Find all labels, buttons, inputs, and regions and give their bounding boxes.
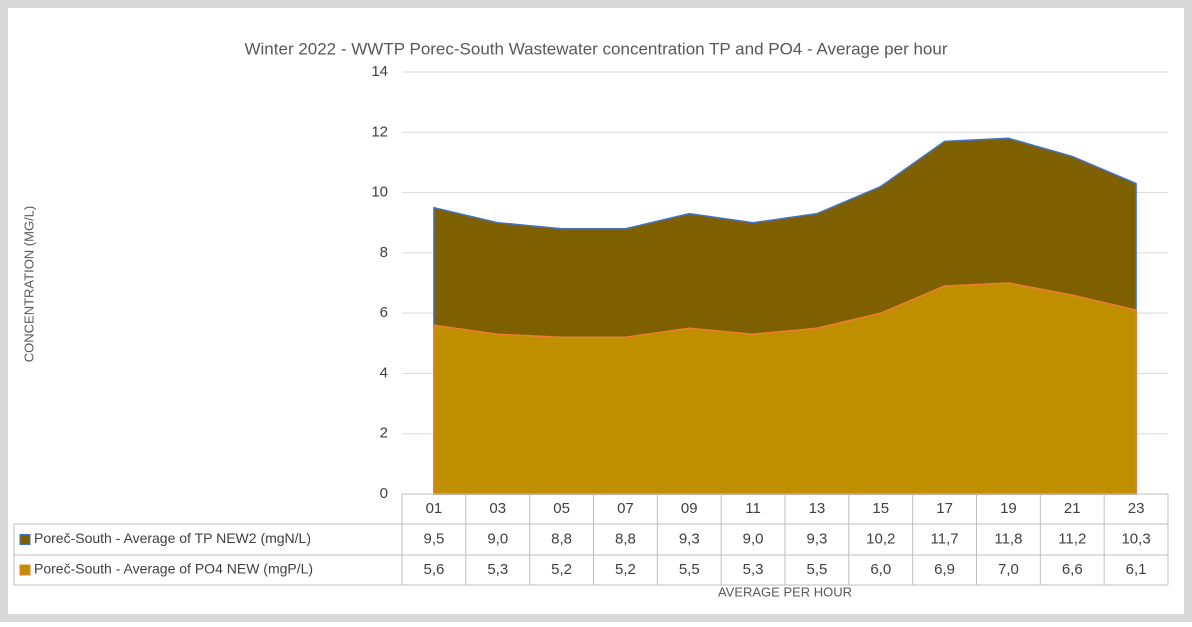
table-value: 5,2 — [615, 561, 636, 578]
table-value: 8,8 — [551, 530, 572, 547]
area — [433, 282, 1137, 495]
chart-title: Winter 2022 - WWTP Porec-South Wastewate… — [244, 39, 947, 58]
y-tick-label: 14 — [371, 63, 388, 80]
table-value: 5,6 — [423, 561, 444, 578]
x-tick-label: 17 — [936, 500, 953, 517]
legend-swatch — [19, 534, 31, 545]
y-tick-label: 0 — [380, 485, 388, 502]
y-tick-label: 8 — [380, 244, 388, 261]
table-value: 7,0 — [998, 561, 1019, 578]
y-tick-label: 4 — [380, 364, 388, 381]
table-value: 5,3 — [743, 561, 764, 578]
x-tick-label: 03 — [489, 500, 506, 517]
table-value: 11,8 — [994, 530, 1022, 547]
table-value: 5,5 — [806, 561, 827, 578]
table-value: 6,9 — [934, 561, 955, 578]
legend-label: Poreč-South - Average of PO4 NEW (mgP/L) — [34, 561, 313, 577]
legend-label: Poreč-South - Average of TP NEW2 (mgN/L) — [34, 530, 311, 546]
table-value: 6,6 — [1062, 561, 1083, 578]
x-tick-label: 13 — [809, 500, 826, 517]
table-value: 11,2 — [1058, 530, 1086, 547]
table-value: 11,7 — [931, 530, 959, 547]
legend-swatch — [19, 564, 31, 576]
x-tick-label: 19 — [1000, 500, 1017, 517]
y-tick-label: 12 — [371, 123, 388, 140]
table-value: 9,3 — [806, 530, 827, 547]
x-tick-label: 15 — [872, 500, 889, 517]
table-value: 9,3 — [679, 530, 700, 547]
table-value: 6,0 — [870, 561, 891, 578]
x-tick-label: 21 — [1064, 500, 1081, 517]
table-value: 10,3 — [1121, 530, 1150, 547]
x-axis-title: AVERAGE PER HOUR — [718, 584, 852, 599]
table-value: 5,2 — [551, 561, 572, 578]
y-tick-label: 2 — [380, 425, 388, 442]
y-tick-label: 10 — [371, 184, 388, 201]
x-tick-label: 09 — [681, 500, 698, 517]
table-value: 10,2 — [866, 530, 895, 547]
table-value: 5,3 — [487, 561, 508, 578]
table-value: 8,8 — [615, 530, 636, 547]
table-value: 9,5 — [423, 530, 444, 547]
x-tick-label: 05 — [553, 500, 570, 517]
y-tick-label: 6 — [380, 304, 388, 321]
table-value: 9,0 — [487, 530, 508, 547]
table-value: 9,0 — [743, 530, 764, 547]
y-axis-title: CONCENTRATION (MG/L) — [21, 206, 36, 362]
table-value: 6,1 — [1126, 561, 1147, 578]
x-tick-label: 01 — [426, 500, 443, 517]
x-tick-label: 23 — [1128, 500, 1145, 517]
table-value: 5,5 — [679, 561, 700, 578]
x-tick-label: 11 — [745, 500, 761, 517]
x-tick-label: 07 — [617, 500, 634, 517]
